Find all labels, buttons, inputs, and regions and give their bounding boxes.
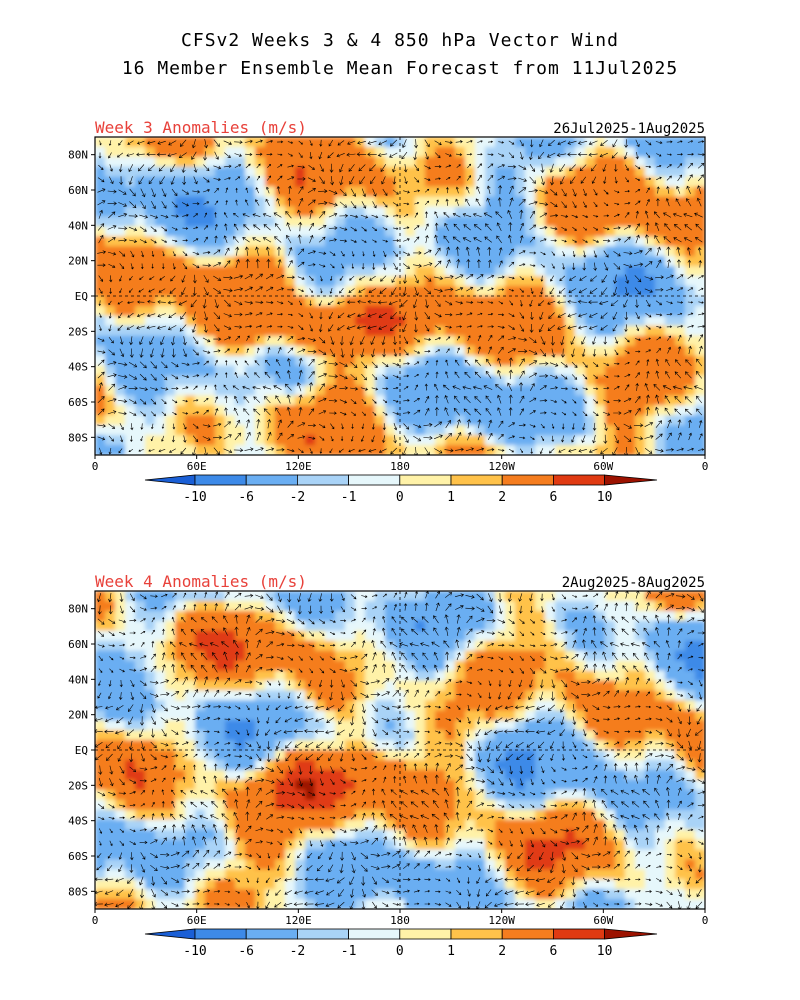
lat-label: 80S [68,431,88,444]
panel-week3-dates: 26Jul2025-1Aug2025 [553,121,705,137]
lat-label: EQ [75,290,88,303]
lat-label: 60N [68,184,88,197]
lon-label: 0 [92,460,99,473]
colorbar-swatch [194,928,247,940]
lon-label: 60E [187,460,207,473]
colorbar-label: 0 [396,944,404,959]
colorbar-label: -1 [341,490,357,505]
colorbar-label: -6 [238,490,254,505]
lon-label: 120W [488,460,515,473]
colorbar-swatch [399,928,452,940]
map-axes-week4: 80N 60N 40N 20N EQ 20S 40S 60S 80S 0 60E 120E 180 120… [68,603,708,927]
colorbar-label: 0 [396,490,404,505]
colorbar-label: 6 [549,490,557,505]
lat-label: 80N [68,149,88,162]
colorbar-label: -2 [290,490,306,505]
colorbar-week3: -10 -6 -2 -1 0 1 2 6 10 [144,474,658,505]
colorbar-swatch [296,474,349,486]
colorbar-label: 10 [597,944,613,959]
panel-week3-label: Week 3 Anomalies (m/s) [95,118,307,137]
colorbar-week4: -10 -6 -2 -1 0 1 2 6 10 [144,928,658,959]
colorbar-swatch [144,474,196,486]
map-axes-week3: 80N 60N 40N 20N EQ 20S 40S 60S 80S 0 60E 120E 180 120… [68,149,708,473]
colorbar-label: -10 [183,944,206,959]
lat-label: 40S [68,361,88,374]
lon-label: 60E [187,914,207,927]
anomaly-map-week4 [95,591,705,909]
colorbar-label: -10 [183,490,206,505]
colorbar-label: 6 [549,944,557,959]
lon-label: 180 [390,460,410,473]
lon-label: 120E [285,460,312,473]
lat-label: 40N [68,673,88,686]
colorbar-swatch [604,474,658,486]
colorbar-label: 1 [447,944,455,959]
colorbar-swatch [553,928,606,940]
colorbar-label: -2 [290,944,306,959]
wind-vectors [95,591,705,909]
colorbar-swatch [553,474,606,486]
lat-label: 80S [68,885,88,898]
lat-label: 40N [68,219,88,232]
anomaly-map-week3 [95,137,705,455]
lat-label: 60S [68,396,88,409]
lon-label: 60W [593,460,613,473]
colorbar-swatch [450,474,503,486]
panel-week4-label: Week 4 Anomalies (m/s) [95,572,307,591]
lat-label: 40S [68,815,88,828]
colorbar-label: 10 [597,490,613,505]
panel-week4-dates: 2Aug2025-8Aug2025 [562,575,705,591]
colorbar-swatch [450,928,503,940]
colorbar-label: -6 [238,944,254,959]
colorbar-swatch [604,928,658,940]
figure-title-line2: 16 Member Ensemble Mean Forecast from 11… [121,58,679,79]
colorbar-swatch [348,474,401,486]
lon-label: 120E [285,914,312,927]
lat-label: 80N [68,603,88,616]
wind-vectors [97,139,705,455]
panel-week3: Week 3 Anomalies (m/s) 26Jul2025-1Aug202… [68,118,708,505]
lat-label: 20S [68,325,88,338]
lat-label: 20S [68,779,88,792]
panel-week4: Week 4 Anomalies (m/s) 2Aug2025-8Aug2025… [68,572,708,959]
lon-label: 120W [488,914,515,927]
colorbar-swatch [501,928,554,940]
lon-label: 0 [92,914,99,927]
colorbar-swatch [144,928,196,940]
lon-label: 60W [593,914,613,927]
lon-label: 0 [702,914,709,927]
colorbar-label: 2 [498,944,506,959]
colorbar-swatch [348,928,401,940]
lon-label: 0 [702,460,709,473]
colorbar-swatch [296,928,349,940]
colorbar-label: 2 [498,490,506,505]
lat-label: 60N [68,638,88,651]
figure-title-line1: CFSv2 Weeks 3 & 4 850 hPa Vector Wind [181,30,619,51]
lon-label: 180 [390,914,410,927]
lat-label: EQ [75,744,88,757]
colorbar-swatch [245,474,298,486]
colorbar-swatch [399,474,452,486]
colorbar-swatch [501,474,554,486]
colorbar-swatch [194,474,247,486]
colorbar-label: 1 [447,490,455,505]
colorbar-swatch [245,928,298,940]
lat-label: 60S [68,850,88,863]
lat-label: 20N [68,255,88,268]
colorbar-label: -1 [341,944,357,959]
lat-label: 20N [68,709,88,722]
